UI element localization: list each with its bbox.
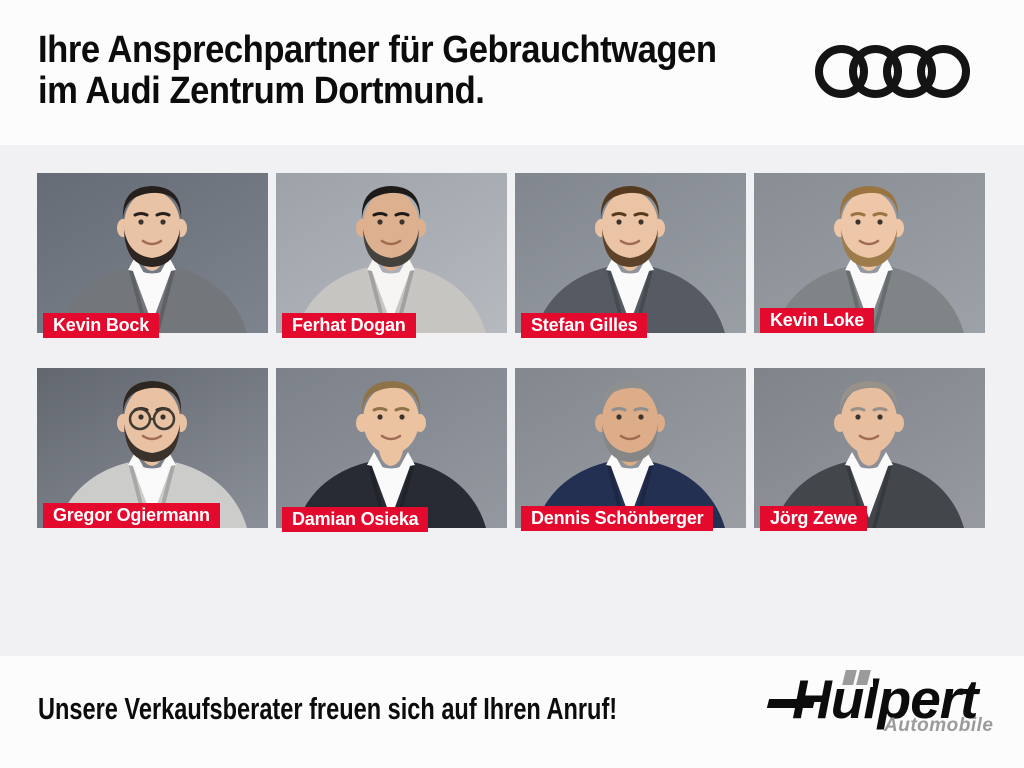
page-title-line1: Ihre Ansprechpartner für Gebrauchtwagen [38,29,717,71]
name-badge: Dennis Schönberger [521,506,714,531]
staff-card: Damian Osieka [276,368,507,532]
name-badge: Kevin Loke [760,308,875,333]
staff-card: Ferhat Dogan [276,173,507,338]
page-title: Ihre Ansprechpartner für Gebrauchtwagen i… [38,29,717,112]
name-badge: Ferhat Dogan [282,313,416,338]
staff-card: Kevin Loke [754,173,985,333]
name-badge: Gregor Ogiermann [43,503,220,528]
huelpert-wordmark: Hülpert [792,668,978,730]
person-portrait-icon [276,173,507,333]
person-portrait-icon [515,368,746,528]
staff-card: Gregor Ogiermann [37,368,268,528]
page-title-line2: im Audi Zentrum Dortmund. [38,70,485,112]
footer-message: Unsere Verkaufsberater freuen sich auf I… [38,691,618,726]
person-portrait-icon [37,173,268,333]
staff-photo [37,368,268,528]
person-portrait-icon [515,173,746,333]
staff-photo [754,368,985,528]
staff-card: Kevin Bock [37,173,268,338]
staff-photo [515,173,746,333]
huelpert-subtext: Automobile [884,715,994,736]
name-badge: Stefan Gilles [521,313,648,338]
person-portrait-icon [754,368,985,528]
name-badge: Jörg Zewe [760,506,868,531]
staff-card: Jörg Zewe [754,368,985,531]
staff-photo [276,173,507,333]
audi-rings-logo [815,45,970,98]
staff-photo [754,173,985,333]
staff-photo [37,173,268,333]
name-badge: Damian Osieka [282,507,429,532]
staff-card: Stefan Gilles [515,173,746,338]
staff-photo [515,368,746,528]
content-band: Kevin Bock Ferhat Dogan Stefan Gilles Ke… [0,145,1024,656]
staff-photo [276,368,507,528]
huelpert-logo: Hülpert Automobile [766,668,994,742]
staff-card: Dennis Schönberger [515,368,746,531]
person-portrait-icon [276,368,507,528]
name-badge: Kevin Bock [43,313,160,338]
